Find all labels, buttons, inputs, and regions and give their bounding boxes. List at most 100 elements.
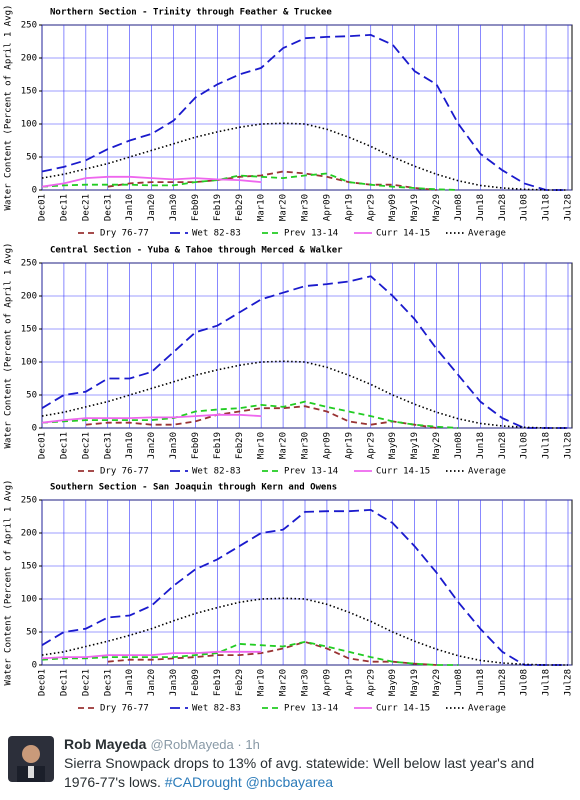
chart-title: Central Section - Yuba & Tahoe through M…	[50, 245, 343, 256]
x-tick-label: Dec21	[81, 669, 91, 696]
series-line	[107, 170, 437, 191]
y-tick-label: 100	[21, 120, 37, 130]
x-tick-label: Jun28	[498, 194, 508, 221]
y-tick-label: 150	[21, 562, 37, 572]
legend-label: Average	[468, 467, 506, 477]
x-tick-label: Jan30	[169, 432, 179, 459]
x-tick-label: Jan10	[125, 432, 135, 459]
x-tick-label: Jan20	[147, 669, 157, 696]
legend-label: Dry 76-77	[100, 229, 149, 239]
y-tick-label: 150	[21, 87, 37, 97]
x-tick-label: May29	[432, 194, 442, 221]
y-tick-label: 50	[26, 391, 37, 401]
legend-label: Dry 76-77	[100, 704, 149, 714]
legend-label: Prev 13-14	[284, 467, 338, 477]
x-tick-label: Jun28	[498, 432, 508, 459]
tweet-body: Sierra Snowpack drops to 13% of avg. sta…	[64, 755, 535, 790]
hashtag[interactable]: #CADrought	[164, 774, 242, 790]
series-line	[41, 400, 459, 429]
x-tick-label: Feb19	[213, 432, 223, 459]
x-tick-label: May19	[410, 669, 420, 696]
y-tick-label: 0	[32, 186, 37, 196]
charts: Northern Section - Trinity through Feath…	[4, 5, 574, 714]
x-tick-label: Dec11	[59, 194, 69, 221]
x-tick-label: Apr19	[344, 432, 354, 459]
legend-label: Prev 13-14	[284, 229, 338, 239]
y-tick-label: 200	[21, 529, 37, 539]
x-tick-label: Feb09	[191, 669, 201, 696]
x-tick-label: Apr19	[344, 194, 354, 221]
x-tick-label: Feb29	[235, 432, 245, 459]
x-tick-label: Jan20	[147, 432, 157, 459]
series-line	[41, 122, 568, 191]
x-tick-label: May09	[388, 432, 398, 459]
x-tick-label: Jan10	[125, 194, 135, 221]
x-tick-label: Jul08	[520, 669, 530, 696]
legend-label: Wet 82-83	[192, 467, 241, 477]
x-tick-label: Feb29	[235, 669, 245, 696]
x-tick-label: Dec01	[38, 669, 48, 696]
x-tick-label: Mar20	[279, 194, 289, 221]
x-tick-label: Apr09	[322, 194, 332, 221]
author-handle[interactable]: @RobMayeda	[150, 737, 234, 752]
y-axis-label: Water Content (Percent of April 1 Avg)	[4, 5, 14, 211]
legend-label: Average	[468, 704, 506, 714]
y-axis-label: Water Content (Percent of April 1 Avg)	[4, 480, 14, 686]
x-tick-label: Feb29	[235, 194, 245, 221]
x-tick-label: May19	[410, 432, 420, 459]
series-line	[41, 597, 568, 666]
x-tick-label: Mar20	[279, 432, 289, 459]
x-tick-label: May19	[410, 194, 420, 221]
x-tick-label: Mar30	[301, 194, 311, 221]
x-tick-label: Jun18	[476, 669, 486, 696]
x-tick-label: Jul28	[564, 194, 574, 221]
x-tick-label: Apr29	[366, 194, 376, 221]
x-tick-label: May29	[432, 432, 442, 459]
x-tick-label: Jun18	[476, 194, 486, 221]
plot-area	[41, 24, 573, 191]
legend-label: Average	[468, 229, 506, 239]
x-tick-label: Apr29	[366, 432, 376, 459]
legend-label: Prev 13-14	[284, 704, 338, 714]
x-tick-label: Jul18	[542, 432, 552, 459]
y-tick-label: 0	[32, 661, 37, 671]
x-tick-label: Dec21	[81, 194, 91, 221]
x-tick-label: Apr09	[322, 669, 332, 696]
y-tick-label: 50	[26, 153, 37, 163]
x-tick-label: Jul18	[542, 194, 552, 221]
x-tick-label: Jul28	[564, 432, 574, 459]
tweet-text: Sierra Snowpack drops to 13% of avg. sta…	[64, 754, 564, 792]
author-name[interactable]: Rob Mayeda	[64, 736, 147, 752]
avatar[interactable]	[8, 736, 54, 782]
y-tick-label: 250	[21, 259, 37, 269]
x-tick-label: Apr09	[322, 432, 332, 459]
series-line	[41, 172, 459, 191]
tweet-time[interactable]: 1h	[245, 737, 260, 752]
x-tick-label: Jun18	[476, 432, 486, 459]
y-tick-label: 200	[21, 292, 37, 302]
x-tick-label: Apr19	[344, 669, 354, 696]
x-tick-label: Mar20	[279, 669, 289, 696]
y-tick-label: 100	[21, 595, 37, 605]
x-tick-label: Jul18	[542, 669, 552, 696]
plot-area	[41, 499, 573, 666]
x-tick-label: Feb19	[213, 194, 223, 221]
x-tick-label: May29	[432, 669, 442, 696]
x-tick-label: Mar10	[257, 432, 267, 459]
series-line	[107, 640, 437, 666]
y-tick-label: 150	[21, 325, 37, 335]
x-tick-label: Jul08	[520, 432, 530, 459]
legend-label: Wet 82-83	[192, 229, 241, 239]
legend-label: Curr 14-15	[376, 704, 430, 714]
mention[interactable]: @nbcbayarea	[245, 774, 334, 790]
x-tick-label: Jul08	[520, 194, 530, 221]
series-line	[41, 650, 262, 660]
series-line	[41, 175, 262, 188]
x-tick-label: Mar30	[301, 669, 311, 696]
x-tick-label: Jan10	[125, 669, 135, 696]
legend-label: Curr 14-15	[376, 229, 430, 239]
tweet-header: Rob Mayeda @RobMayeda · 1h	[64, 736, 260, 752]
x-tick-label: Dec11	[59, 432, 69, 459]
x-tick-label: Mar30	[301, 432, 311, 459]
